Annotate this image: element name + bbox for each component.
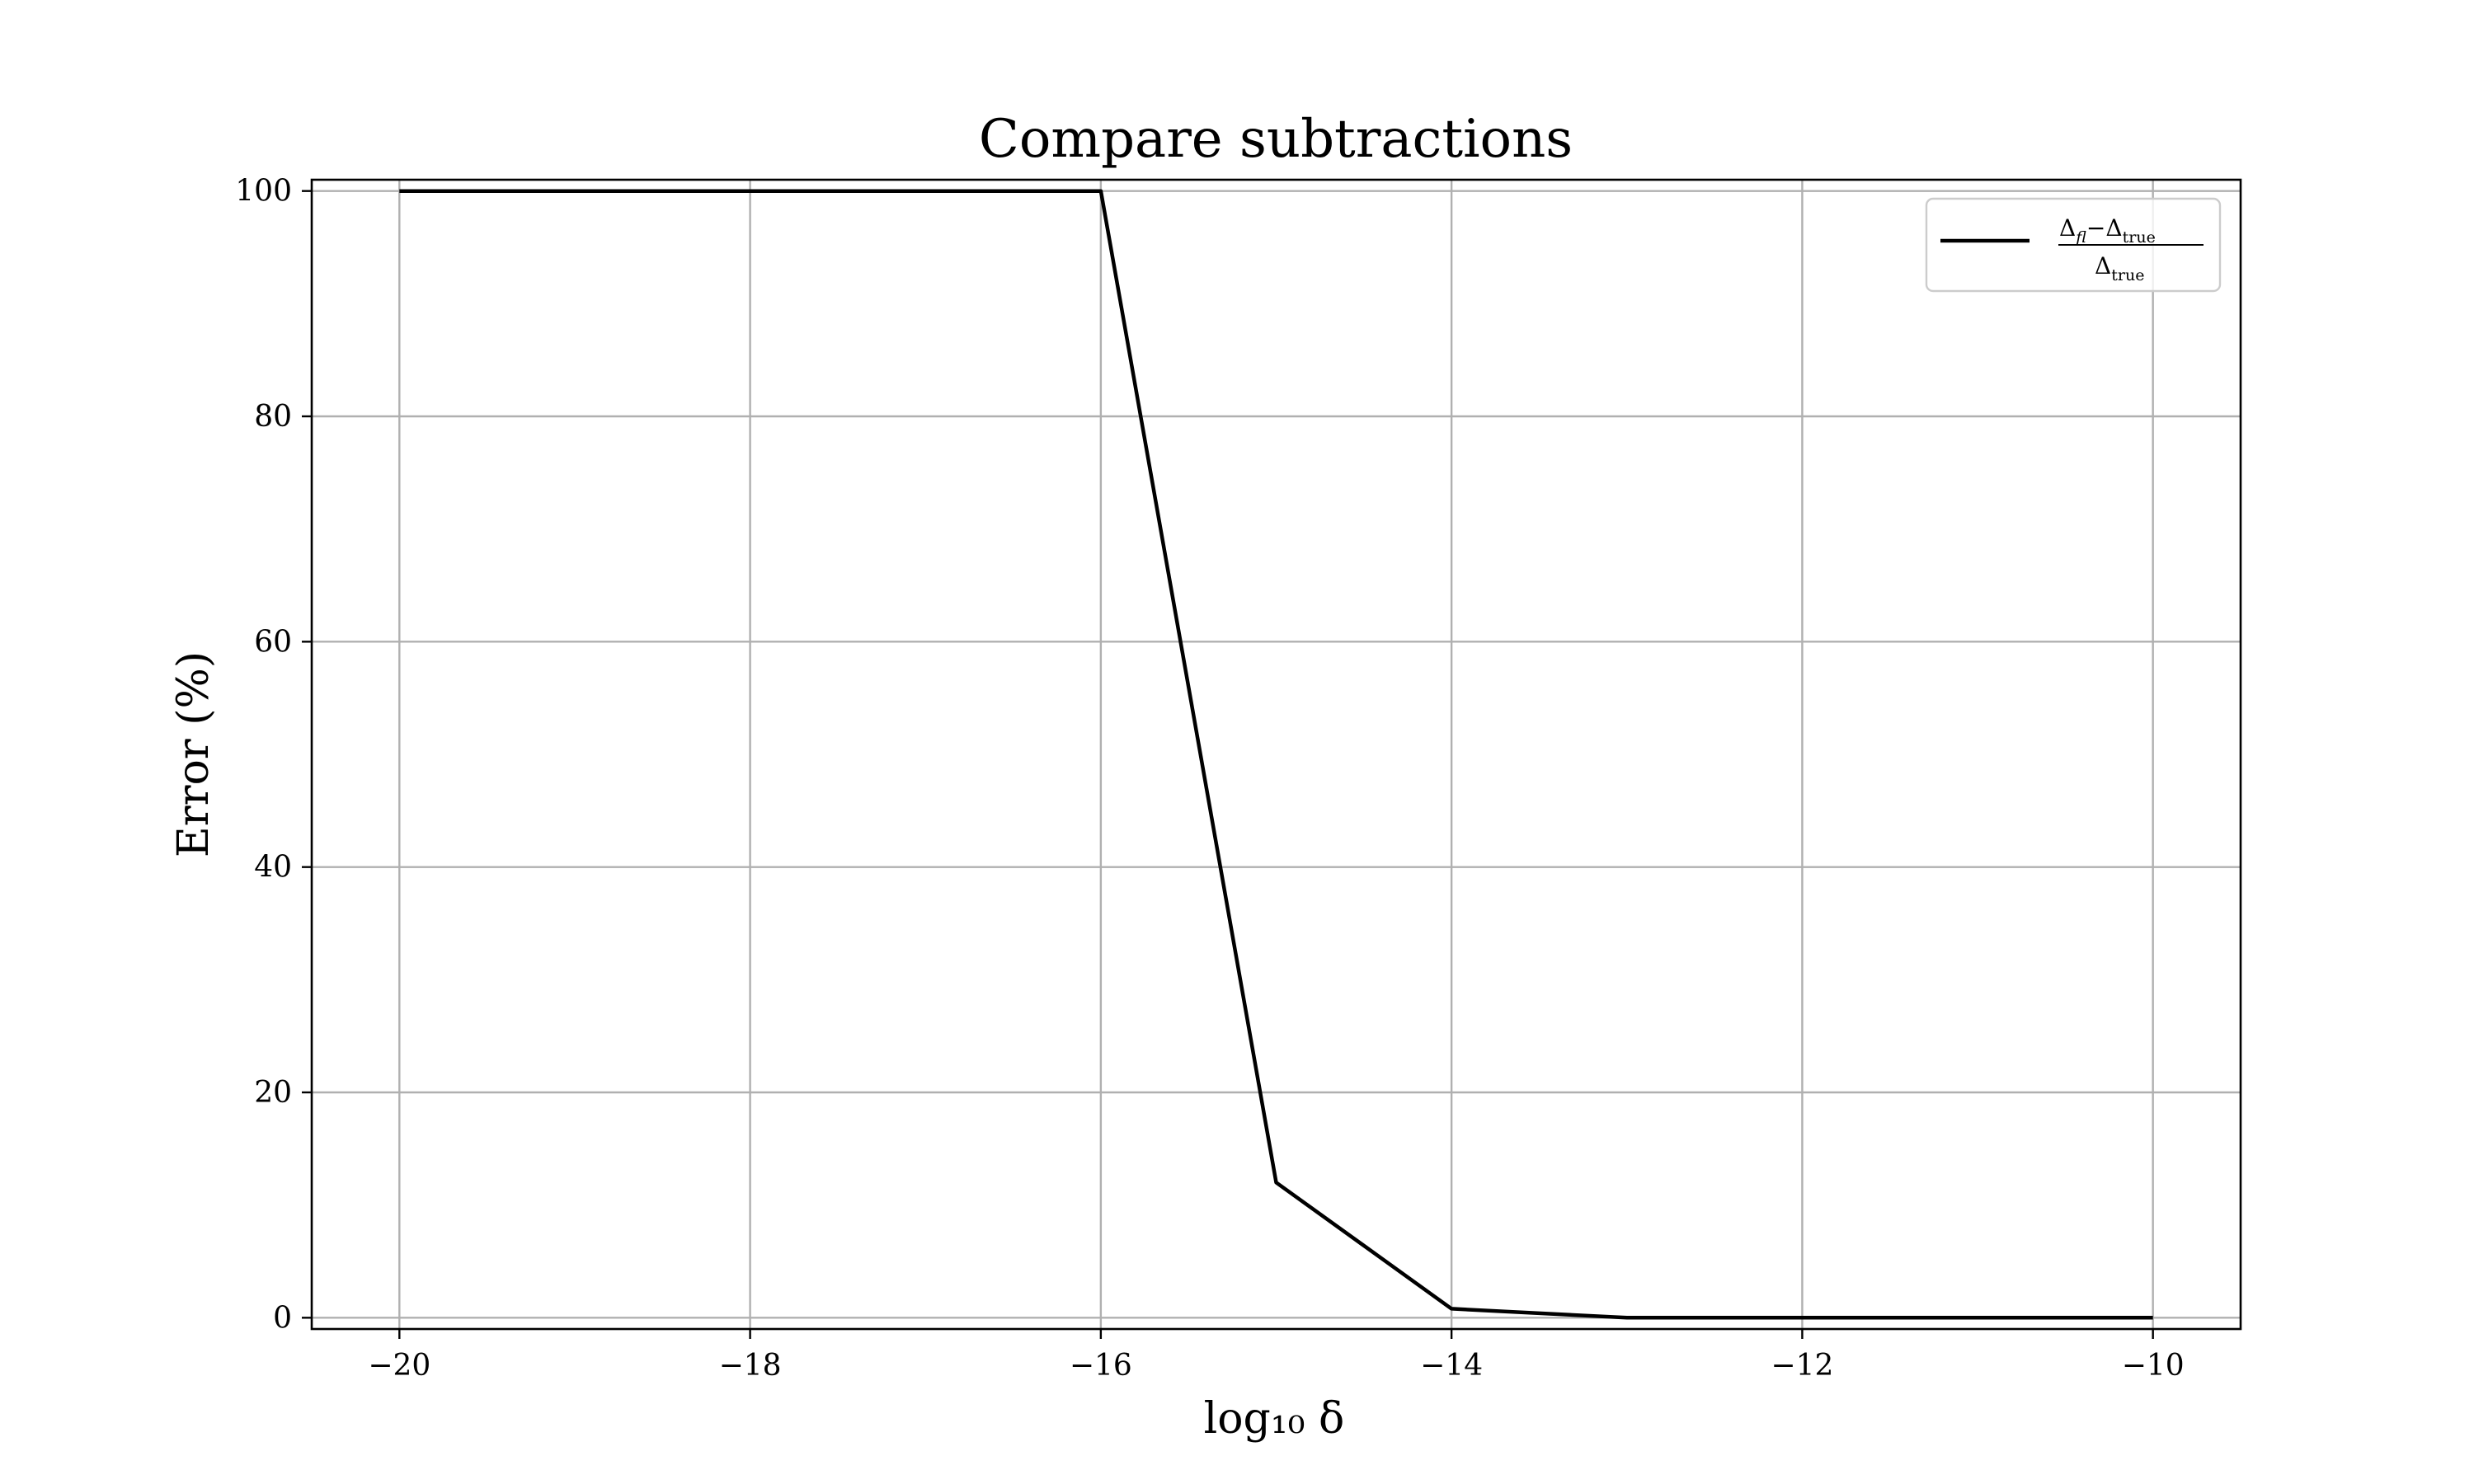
y-axis-label: Error (%) [169, 651, 219, 857]
y-tick-label: 80 [254, 400, 292, 434]
x-tick-label: −10 [2122, 1349, 2185, 1383]
x-tick-label: −20 [368, 1349, 430, 1383]
y-tick-label: 40 [254, 851, 292, 885]
axis-ticks: −20 −18 −16 −14 −12 −10 0 20 40 60 80 100 [235, 175, 2184, 1383]
x-tick-label: −12 [1771, 1349, 1833, 1383]
x-tick-label: −14 [1420, 1349, 1483, 1383]
svg-text:Δtrue: Δtrue [2095, 252, 2144, 284]
plot-area-frame [310, 178, 2242, 1331]
y-tick-label: 0 [273, 1301, 292, 1335]
chart-title: Compare subtractions [979, 109, 1573, 170]
series-layer [399, 189, 2153, 1320]
legend: Δfl−Δtrue Δtrue [1925, 197, 2222, 293]
y-tick-label: 20 [254, 1076, 292, 1110]
x-tick-label: −16 [1070, 1349, 1132, 1383]
series-line [399, 189, 2153, 1320]
x-axis-label: log₁₀ δ [1204, 1394, 1345, 1444]
y-tick-label: 60 [254, 625, 292, 659]
y-tick-label: 100 [235, 175, 292, 209]
x-tick-label: −18 [719, 1349, 782, 1383]
